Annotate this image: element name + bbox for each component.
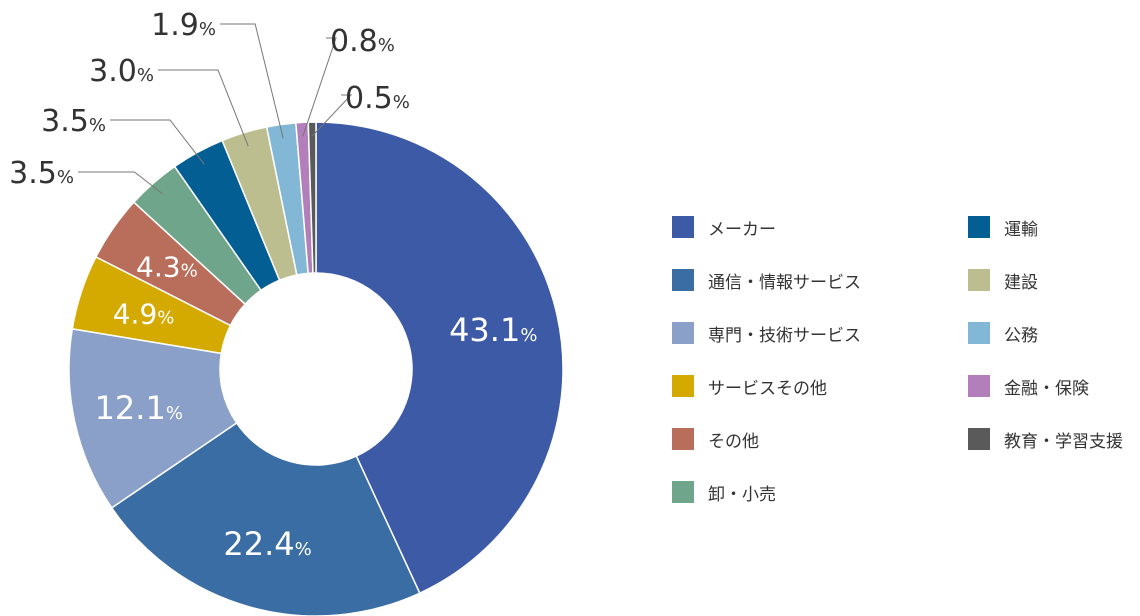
leader-lines-group — [78, 23, 353, 195]
legend-swatch — [968, 216, 990, 238]
legend-swatch — [968, 428, 990, 450]
slice-1 — [315, 121, 564, 595]
value-label-4: 4.9% — [113, 297, 175, 330]
legend-item-11: 教育・学習支援 — [968, 427, 1123, 452]
value-label-unit: % — [295, 539, 312, 560]
legend-label: 金融・保険 — [1004, 378, 1089, 399]
leader-line-11 — [311, 94, 353, 137]
legend-item-4: サービスその他 — [672, 374, 827, 399]
value-label-6: 3.5% — [9, 156, 74, 191]
value-label-unit: % — [57, 167, 74, 188]
value-labels-group: 43.1%22.4%12.1%4.9%4.3%3.5%3.5%3.0%1.9% 0… — [9, 8, 537, 563]
value-label-number: 3.0 — [89, 54, 137, 89]
value-label-3: 12.1% — [95, 389, 183, 427]
legend-item-1: メーカー — [672, 215, 776, 240]
legend-label: 教育・学習支援 — [1004, 431, 1123, 452]
legend-item-5: その他 — [672, 427, 759, 452]
value-label-number: 12.1 — [95, 389, 166, 427]
value-label-unit: % — [393, 92, 410, 113]
value-label-unit: % — [89, 115, 106, 136]
legend-item-9: 公務 — [968, 321, 1038, 346]
legend-item-7: 運輸 — [968, 215, 1038, 240]
legend-swatch — [672, 216, 694, 238]
value-label-unit: % — [137, 65, 154, 86]
value-label-unit: % — [378, 35, 395, 56]
legend-label: 卸・小売 — [708, 484, 776, 505]
value-label-number: 3.5 — [9, 156, 57, 191]
value-label-number: 4.9 — [113, 297, 158, 330]
leader-line-7 — [110, 119, 205, 165]
value-label-unit: % — [199, 19, 216, 40]
value-label-number: 1.9 — [151, 8, 199, 43]
value-label-5: 4.3% — [136, 251, 198, 284]
legend-label: 運輸 — [1004, 219, 1038, 240]
legend-label: 公務 — [1004, 325, 1038, 346]
value-label-number: 0.5 — [345, 81, 393, 116]
legend-swatch — [672, 375, 694, 397]
leader-line-6 — [78, 171, 163, 195]
leader-line-10 — [302, 37, 337, 137]
slice-3 — [68, 327, 238, 509]
legend-label: 専門・技術サービス — [708, 325, 861, 346]
value-label-1: 43.1% — [449, 311, 537, 349]
legend-item-2: 通信・情報サービス — [672, 268, 861, 293]
legend-label: サービスその他 — [708, 378, 827, 399]
leader-line-8 — [158, 69, 249, 147]
value-label-number: 22.4 — [223, 525, 294, 563]
legend-swatch — [968, 269, 990, 291]
value-label-10: 0.8% — [330, 24, 395, 59]
legend-label: メーカー — [708, 219, 776, 240]
legend-swatch — [672, 322, 694, 344]
value-label-number: 43.1 — [449, 311, 520, 349]
legend-swatch — [672, 481, 694, 503]
legend-swatch — [968, 375, 990, 397]
slice-11 — [307, 121, 317, 274]
value-label-unit: % — [181, 261, 198, 282]
value-label-number: 3.5 — [41, 104, 89, 139]
value-label-unit: % — [166, 403, 183, 424]
value-label-number: 0.8 — [330, 24, 378, 59]
legend-label: 建設 — [1004, 272, 1038, 293]
value-label-8: 3.0% — [89, 54, 154, 89]
value-label-7: 3.5% — [41, 104, 106, 139]
legend-item-6: 卸・小売 — [672, 480, 776, 505]
legend-item-8: 建設 — [968, 268, 1038, 293]
value-label-number: 4.3 — [136, 251, 181, 284]
slices-group — [68, 121, 564, 616]
legend-swatch — [672, 269, 694, 291]
leader-line-9 — [220, 23, 284, 139]
value-label-9: 1.9% — [151, 8, 216, 43]
value-label-2: 22.4% — [223, 525, 311, 563]
value-label-11: 0.5% — [345, 81, 410, 116]
legend-item-3: 専門・技術サービス — [672, 321, 861, 346]
legend-label: その他 — [708, 431, 759, 452]
legend-swatch — [672, 428, 694, 450]
legend-item-10: 金融・保険 — [968, 374, 1089, 399]
legend-label: 通信・情報サービス — [708, 272, 861, 293]
value-label-unit: % — [520, 325, 537, 346]
legend-swatch — [968, 322, 990, 344]
value-label-unit: % — [157, 307, 174, 328]
